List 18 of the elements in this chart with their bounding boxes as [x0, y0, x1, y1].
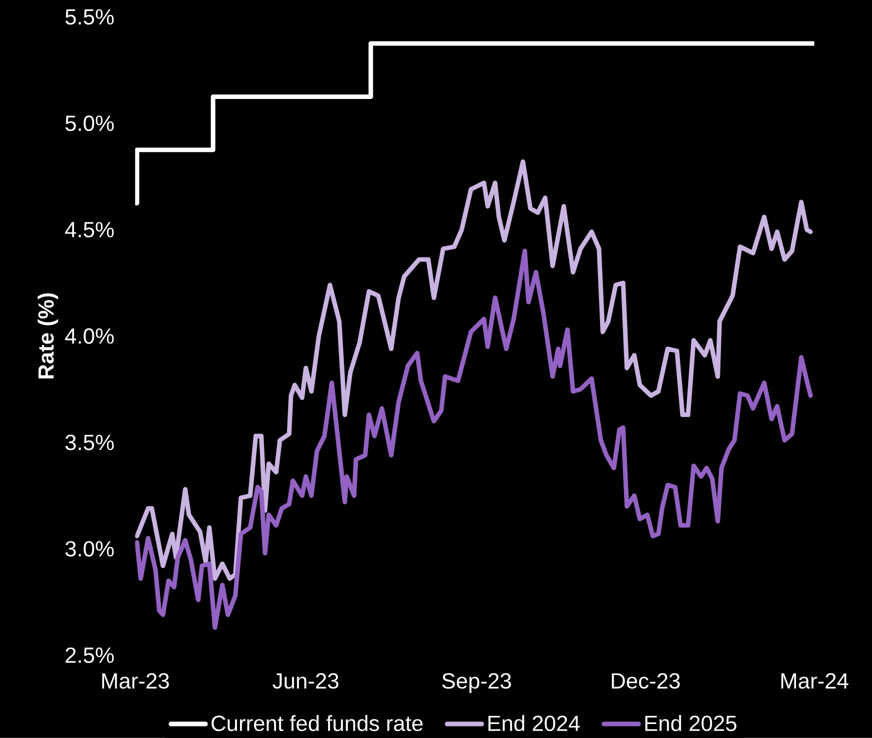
x-tick-label: Jun-23	[272, 673, 338, 689]
y-tick-label: 3.0%	[65, 541, 114, 557]
y-tick-label: 4.5%	[65, 222, 114, 238]
y-tick-label: 4.0%	[65, 328, 114, 344]
legend-label: End 2025	[645, 715, 736, 732]
y-tick-label: 2.5%	[66, 648, 114, 664]
legend-label: Current fed funds rate	[212, 715, 423, 732]
line-series	[135, 248, 813, 630]
y-tick-label: 5.0%	[65, 116, 114, 132]
x-tick-label: Sep-23	[442, 673, 511, 694]
x-tick-label: Mar-23	[102, 673, 169, 689]
y-tick-label: 5.5%	[65, 9, 114, 25]
legend-label: End 2024	[488, 715, 580, 732]
y-axis-title: Rate (%)	[38, 293, 58, 378]
x-tick-label: Dec-23	[612, 673, 680, 689]
y-tick-label: 3.5%	[65, 434, 114, 450]
x-tick-label: Mar-24	[781, 673, 848, 689]
line-series	[135, 159, 813, 581]
